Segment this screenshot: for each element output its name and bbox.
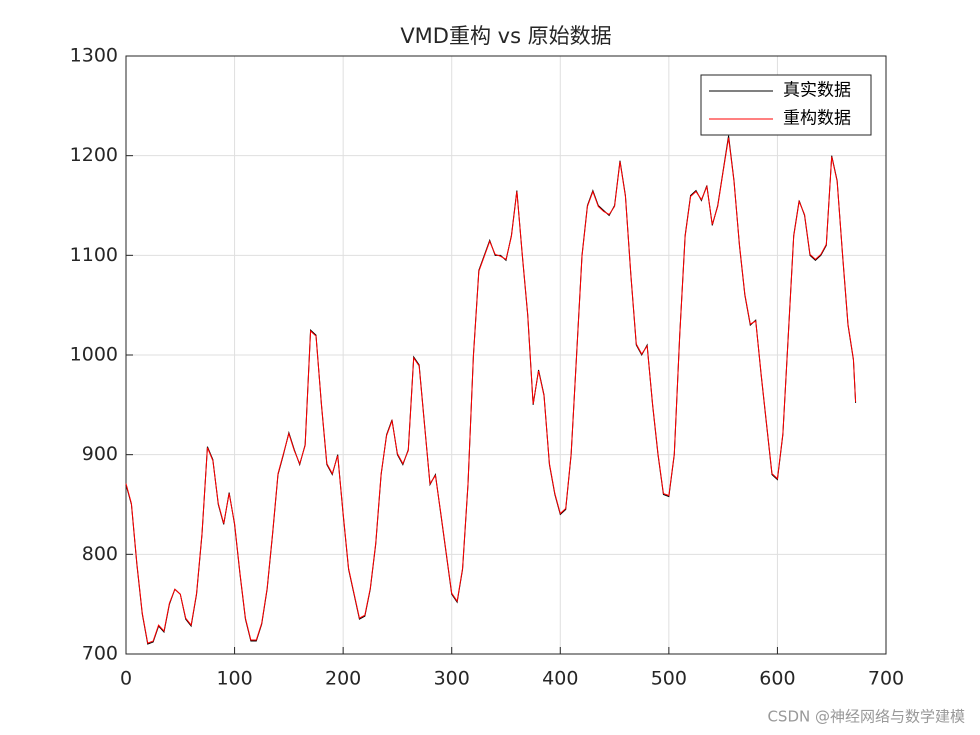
- x-tick-label: 0: [120, 668, 132, 690]
- x-tick-label: 700: [868, 668, 904, 690]
- x-tick-label: 600: [759, 668, 795, 690]
- y-tick-label: 1200: [70, 144, 118, 166]
- chart-title: VMD重构 vs 原始数据: [400, 24, 611, 48]
- axes-box: [125, 55, 887, 655]
- x-tick-label: 100: [216, 668, 252, 690]
- x-tick-label: 400: [542, 668, 578, 690]
- y-tick-label: 1300: [70, 45, 118, 67]
- legend-box: [700, 74, 872, 136]
- legend-label: 真实数据: [783, 81, 851, 101]
- watermark: CSDN @神经网络与数学建模: [767, 708, 965, 726]
- x-tick-label: 300: [434, 668, 470, 690]
- legend-label: 重构数据: [783, 109, 851, 129]
- y-tick-label: 800: [82, 543, 118, 565]
- x-tick-label: 200: [325, 668, 361, 690]
- x-tick-label: 500: [651, 668, 687, 690]
- y-tick-label: 1000: [70, 344, 118, 366]
- y-tick-label: 700: [82, 643, 118, 665]
- y-tick-label: 1100: [70, 244, 118, 266]
- data-line: [125, 137, 857, 644]
- y-tick-label: 900: [82, 443, 118, 465]
